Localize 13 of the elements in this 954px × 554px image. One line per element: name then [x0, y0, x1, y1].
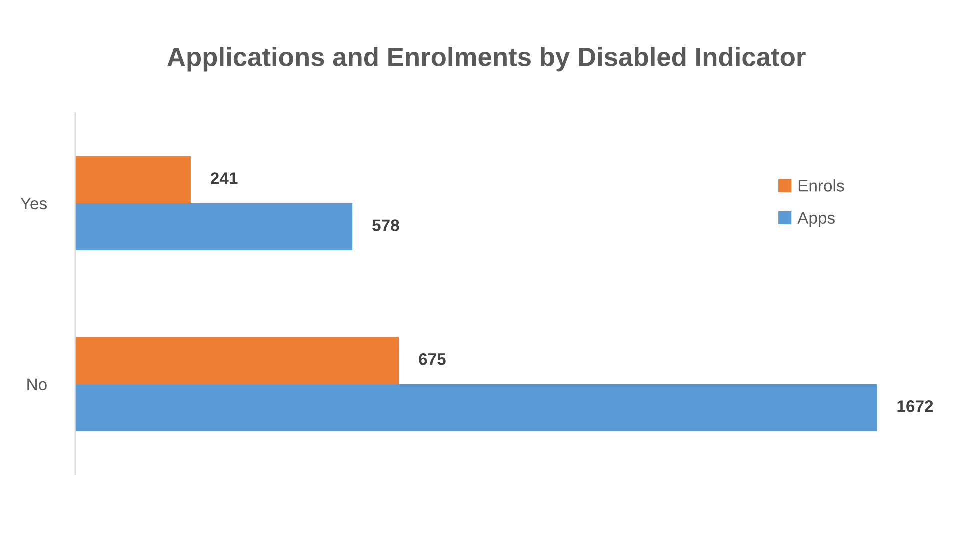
data-label: 241 [210, 172, 238, 184]
bar [75, 337, 400, 384]
chart-title: Applications and Enrolments by Disabled Indicator [168, 47, 806, 72]
y-tick-label: Yes [20, 198, 47, 210]
y-tick-label: No [28, 378, 47, 391]
data-label: 675 [419, 353, 446, 366]
bar [75, 384, 878, 432]
legend-label: Apps [798, 212, 835, 228]
bar [75, 156, 191, 204]
data-label: 578 [372, 220, 400, 232]
legend-label: Enrols [798, 180, 844, 192]
bar [75, 203, 353, 250]
data-label: 1672 [898, 400, 934, 412]
